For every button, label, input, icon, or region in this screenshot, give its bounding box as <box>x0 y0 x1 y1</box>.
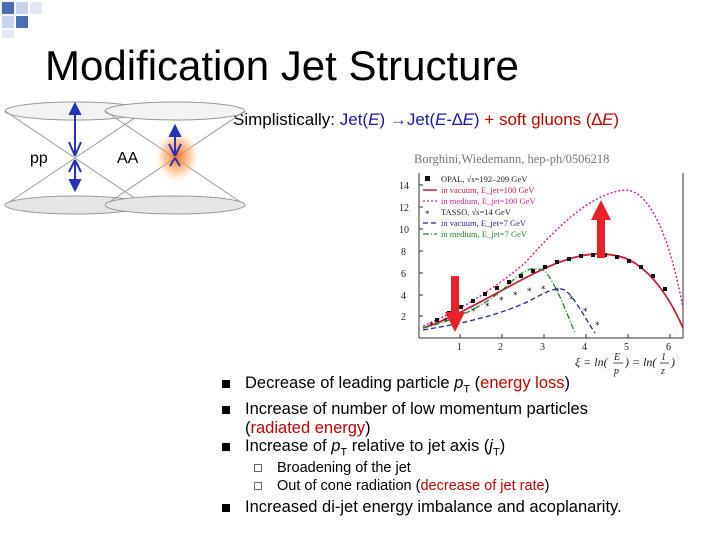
svg-text:) = ln(: ) = ln( <box>624 355 657 369</box>
slide-title: Modification Jet Structure <box>45 42 519 89</box>
citation: Borghini,Wiedemann, hep-ph/0506218 <box>414 152 610 166</box>
legend-item: in medium, E_jet=100 GeV <box>441 196 536 206</box>
aa-jet-diagram <box>104 101 246 215</box>
y-tick: 14 <box>399 181 409 192</box>
slide-subtitle: Simplistically: Jet(E) →Jet(E-∆E) + soft… <box>233 110 619 129</box>
svg-text:*: * <box>541 285 546 295</box>
legend-item: OPAL, √s=192–209 GeV <box>441 174 528 184</box>
svg-text:*: * <box>443 317 448 327</box>
x-tick: 5 <box>624 342 629 353</box>
x-tick: 3 <box>540 342 545 353</box>
y-tick: 2 <box>401 312 406 323</box>
pp-label: pp <box>30 150 48 167</box>
y-tick: 8 <box>401 247 406 258</box>
svg-text:p: p <box>613 366 619 377</box>
x-axis-label-prefix: ξ = ln( <box>575 355 609 369</box>
legend-item: in medium, E_jet=7 GeV <box>441 229 528 239</box>
y-tick: 4 <box>401 291 406 302</box>
legend-item: TASSO, √s=14 GeV <box>441 207 512 217</box>
legend-item: in vacuum, E_jet=7 GeV <box>441 218 527 228</box>
x-tick: 4 <box>582 342 587 353</box>
svg-text:*: * <box>471 307 476 317</box>
svg-text:*: * <box>499 296 504 306</box>
svg-text:*: * <box>595 321 600 331</box>
svg-text:*: * <box>485 302 490 312</box>
x-tick: 6 <box>666 342 671 353</box>
svg-text:*: * <box>513 291 518 301</box>
svg-text:*: * <box>425 209 430 219</box>
y-tick: 6 <box>401 269 406 280</box>
svg-text:1: 1 <box>661 352 666 363</box>
svg-text:*: * <box>429 321 434 331</box>
svg-text:*: * <box>527 287 532 297</box>
legend-item: in vacuum, E_jet=100 GeV <box>441 185 535 195</box>
svg-text:E: E <box>613 352 620 363</box>
hollow-square-icon <box>254 464 262 472</box>
x-tick: 1 <box>457 342 462 353</box>
aa-label: AA <box>117 150 139 167</box>
bullet-square-icon <box>222 406 230 414</box>
pp-jet-diagram <box>4 101 146 215</box>
svg-text:*: * <box>569 295 574 305</box>
svg-text:*: * <box>555 287 560 297</box>
fragmentation-plot: 2 4 6 8 10 12 14 1 2 3 4 5 6 <box>399 173 684 377</box>
y-tick: 12 <box>399 203 409 214</box>
hollow-square-icon <box>254 482 262 490</box>
svg-text:): ) <box>670 355 675 369</box>
bullet-square-icon <box>222 443 230 451</box>
bullet-square-icon <box>222 380 230 388</box>
bullet-square-icon <box>222 504 230 512</box>
y-tick: 10 <box>399 225 409 236</box>
corner-decoration <box>2 2 42 38</box>
svg-text:*: * <box>583 307 588 317</box>
svg-text:z: z <box>660 366 665 377</box>
x-tick: 2 <box>498 342 503 353</box>
